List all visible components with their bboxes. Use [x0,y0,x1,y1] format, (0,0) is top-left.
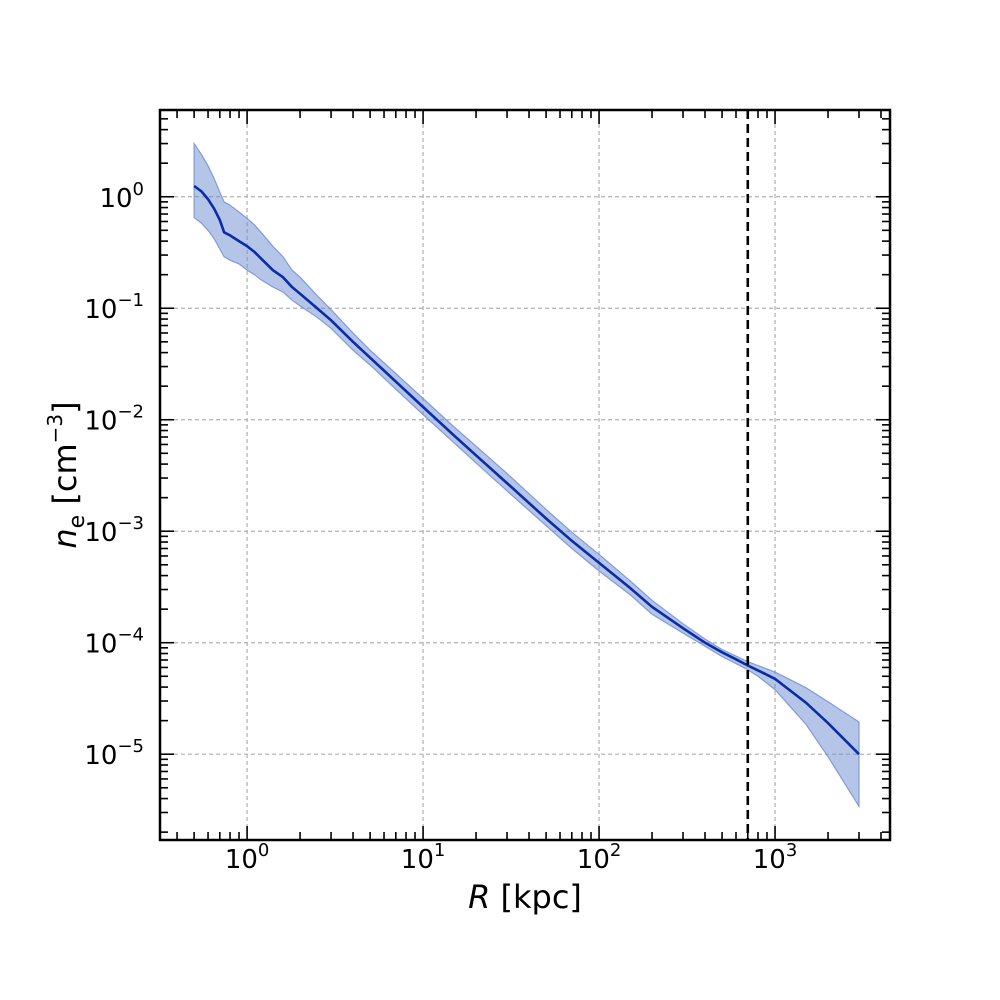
y-tick-label: 10−4 [84,625,144,660]
plot-background [160,110,890,840]
y-tick-label: 10−5 [84,736,144,771]
x-tick-label: 102 [577,840,622,875]
x-tick-label: 103 [753,840,798,875]
uncertainty-band [193,141,860,809]
plot-frame [158,108,892,842]
x-tick-label: 100 [225,840,270,875]
data-layer [193,110,860,840]
median-line [193,184,860,756]
y-tick-label: 100 [99,179,144,214]
y-tick-label: 10−1 [84,290,144,325]
y-tick-label: 10−2 [84,402,144,437]
axis-ticks [160,109,890,840]
tick-labels: 100 101 102 103 100 10−1 10−2 10−3 10−4 10−5 [84,179,797,875]
x-tick-label: 101 [401,840,446,875]
x-axis-label: R [kpc] [468,878,582,916]
y-tick-label: 10−3 [84,513,144,548]
y-axis-label: ne [cm−3] [43,401,90,548]
grid-lines [160,110,890,840]
